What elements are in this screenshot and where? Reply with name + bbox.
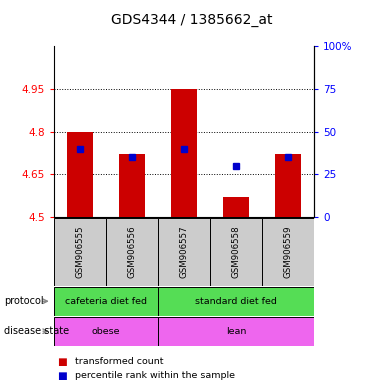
Bar [210, 218, 262, 286]
Text: lean: lean [226, 327, 246, 336]
Text: GSM906556: GSM906556 [127, 225, 136, 278]
Text: obese: obese [92, 327, 120, 336]
Text: transformed count: transformed count [75, 357, 163, 366]
Text: protocol: protocol [4, 296, 43, 306]
Bar [275, 154, 301, 217]
Text: GSM906558: GSM906558 [231, 225, 241, 278]
Bar [54, 218, 106, 286]
Text: percentile rank within the sample: percentile rank within the sample [75, 371, 235, 380]
Bar [158, 287, 314, 316]
Bar [171, 89, 197, 217]
Text: GDS4344 / 1385662_at: GDS4344 / 1385662_at [111, 13, 272, 27]
Text: standard diet fed: standard diet fed [195, 297, 277, 306]
Text: disease state: disease state [4, 326, 69, 336]
Bar [67, 131, 93, 217]
Bar [54, 317, 158, 346]
Bar [158, 218, 210, 286]
Bar [262, 218, 314, 286]
Bar [158, 317, 314, 346]
Text: GSM906557: GSM906557 [179, 225, 188, 278]
Bar [54, 287, 158, 316]
Bar [119, 154, 145, 217]
Text: ■: ■ [57, 371, 67, 381]
Text: GSM906559: GSM906559 [283, 226, 293, 278]
Text: cafeteria diet fed: cafeteria diet fed [65, 297, 147, 306]
Bar [106, 218, 158, 286]
Bar [223, 197, 249, 217]
Text: ■: ■ [57, 357, 67, 367]
Text: GSM906555: GSM906555 [75, 225, 84, 278]
